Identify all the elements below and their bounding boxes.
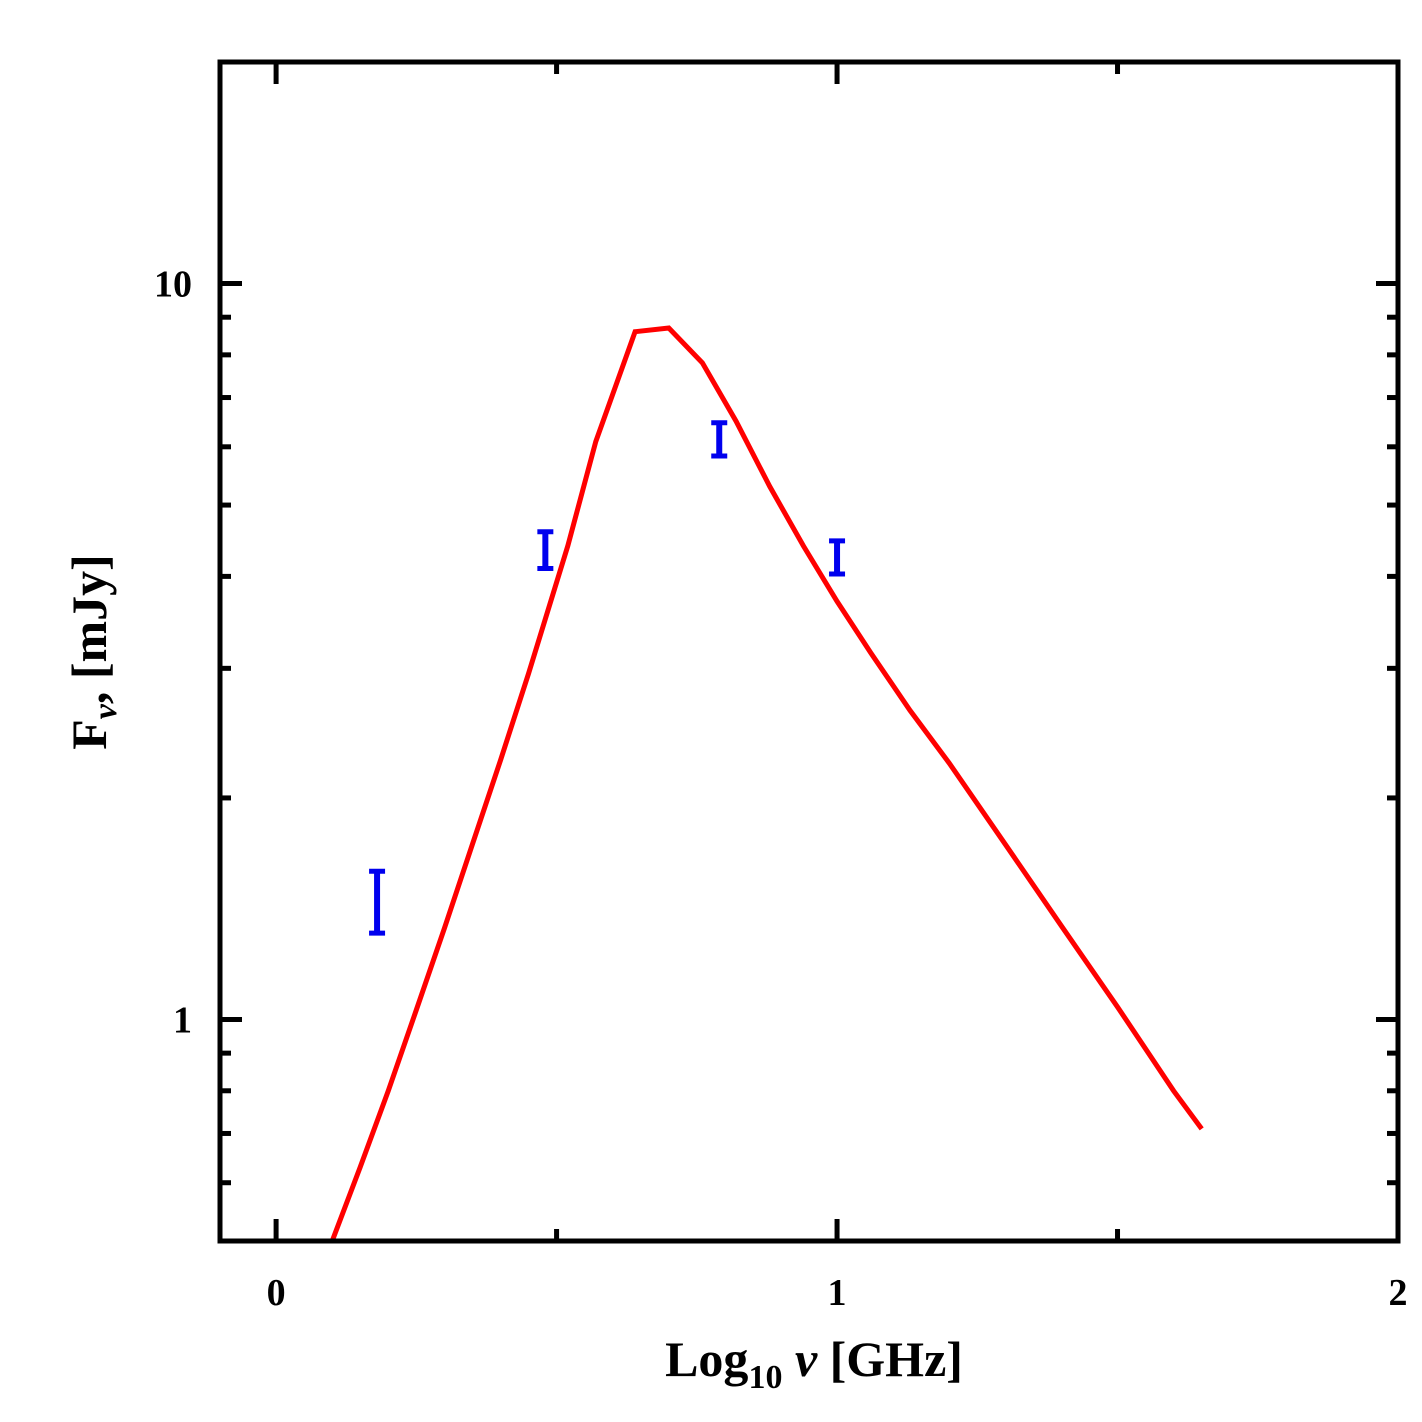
- x-axis-title-subscript: 10: [748, 1359, 782, 1396]
- model-curve-line: [329, 325, 1204, 1241]
- observed-error-bar: [537, 529, 554, 571]
- x-axis-title: Log10 ν [GHz]: [665, 1331, 963, 1396]
- y-axis-title-subscript: ν: [87, 703, 124, 719]
- y-axis-title-unit: , [mJy]: [61, 554, 117, 704]
- x-tick-label: 1: [828, 1272, 847, 1314]
- major-ticks: [220, 62, 1398, 1241]
- y-axis-title-main: F: [61, 719, 117, 750]
- x-axis-title-main: Log: [665, 1331, 748, 1387]
- x-axis-title-symbol: ν: [795, 1331, 818, 1387]
- plot-frame: [217, 59, 1401, 1244]
- tick-labels: 0 1 2 1 10: [154, 264, 1408, 1314]
- series-layer: [329, 325, 1204, 1241]
- x-tick-label: 2: [1389, 1272, 1408, 1314]
- x-axis-title-unit: [GHz]: [830, 1331, 963, 1387]
- y-tick-label: 1: [173, 999, 192, 1041]
- observed-error-bar: [829, 538, 846, 577]
- y-tick-label: 10: [154, 264, 192, 306]
- x-tick-label: 0: [267, 1272, 286, 1314]
- observed-error-bar: [711, 420, 728, 459]
- observed-error-bar: [369, 868, 386, 936]
- y-axis-title: Fν, [mJy]: [61, 554, 124, 750]
